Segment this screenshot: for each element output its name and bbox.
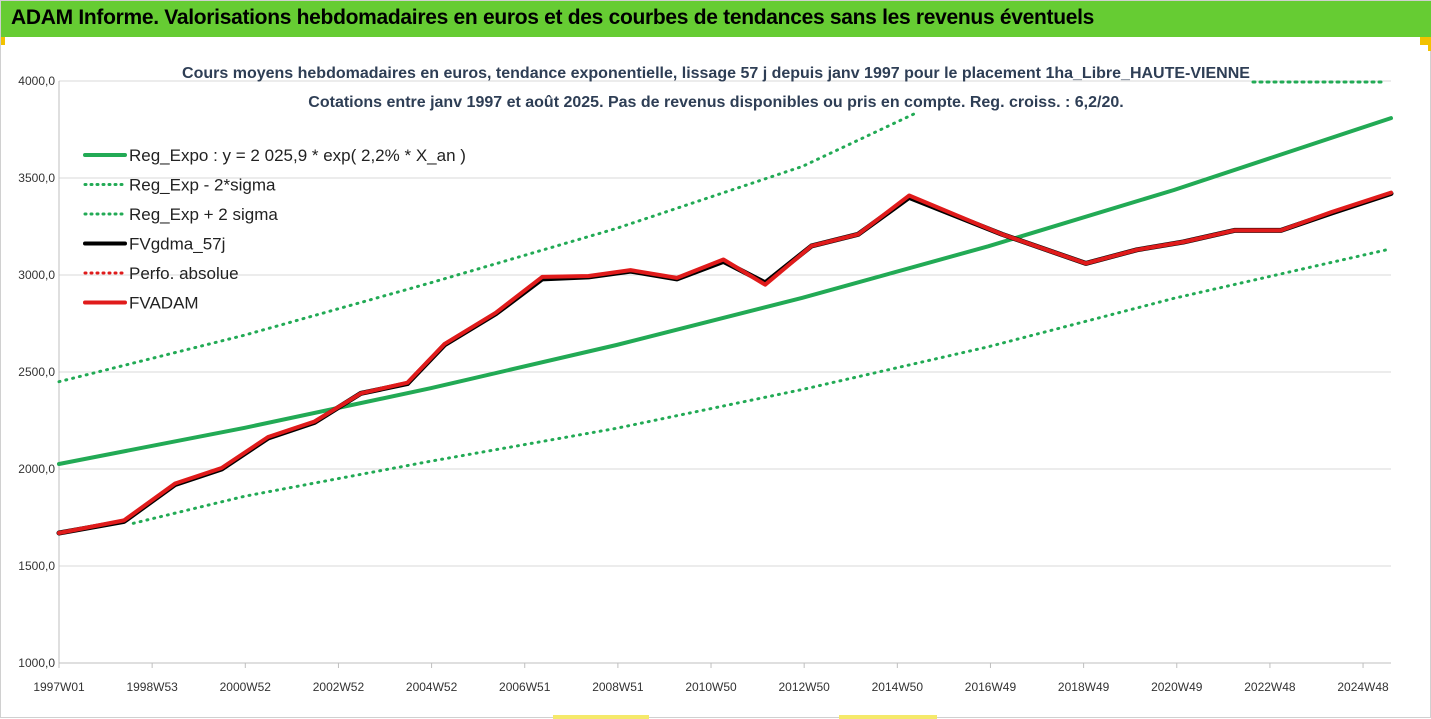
legend-label: Perfo. absolue — [129, 264, 239, 283]
series-line-3 — [56, 191, 1394, 536]
x-tick-label: 2018W49 — [1058, 680, 1110, 694]
bottom-highlight-left — [553, 715, 649, 719]
axes — [58, 81, 1391, 664]
x-tick-labels: 1997W01 1998W53 2000W52 2002W52 2004W52 2006W… — [33, 663, 1389, 694]
legend-label: Reg_Expo : y = 2 025,9 * exp( 2,2% * X_a… — [129, 146, 466, 165]
series — [56, 112, 1394, 536]
x-tick-label: 2006W51 — [499, 680, 551, 694]
chart-subtitle: Cotations entre janv 1997 et août 2025. … — [308, 94, 1123, 111]
x-tick-label: 2016W49 — [965, 680, 1017, 694]
x-tick-label: 2012W50 — [778, 680, 830, 694]
chart-title: Cours moyens hebdomadaires en euros, ten… — [182, 65, 1250, 82]
x-tick-label: 2010W50 — [685, 680, 737, 694]
legend: Reg_Expo : y = 2 025,9 * exp( 2,2% * X_a… — [83, 146, 466, 313]
grid — [59, 80, 1391, 664]
x-tick-label: 2000W52 — [220, 680, 272, 694]
header-banner: ADAM Informe. Valorisations hebdomadaire… — [1, 1, 1431, 37]
corner-marker-left — [1, 37, 5, 45]
x-tick-label: 1998W53 — [126, 680, 178, 694]
series-line-1 — [131, 247, 1393, 525]
series-line-5 — [57, 190, 1393, 535]
corner-marker-right-vertical — [1428, 37, 1431, 51]
x-tick-label: 1997W01 — [33, 680, 85, 694]
header-title: ADAM Informe. Valorisations hebdomadaire… — [11, 6, 1095, 29]
y-tick-label: 1000,0 — [18, 656, 55, 670]
legend-label: FVgdma_57j — [129, 235, 225, 254]
y-tick-label: 2500,0 — [18, 365, 55, 379]
series-line-0 — [57, 116, 1393, 466]
legend-label: Reg_Exp - 2*sigma — [129, 176, 276, 195]
legend-label: Reg_Exp + 2 sigma — [129, 205, 278, 224]
y-tick-label: 4000,0 — [18, 74, 55, 88]
x-tick-label: 2022W48 — [1244, 680, 1296, 694]
series-line-2 — [57, 112, 916, 384]
legend-label: FVADAM — [129, 294, 199, 313]
x-tick-label: 2008W51 — [592, 680, 644, 694]
x-tick-label: 2014W50 — [872, 680, 924, 694]
bottom-highlight-right — [839, 715, 937, 719]
y-tick-label: 2000,0 — [18, 462, 55, 476]
x-tick-label: 2020W49 — [1151, 680, 1203, 694]
y-tick-label: 3000,0 — [18, 268, 55, 282]
x-tick-label: 2024W48 — [1337, 680, 1389, 694]
x-tick-label: 2004W52 — [406, 680, 458, 694]
y-tick-label: 1500,0 — [18, 559, 55, 573]
corner-marker-right — [1420, 37, 1431, 45]
y-tick-labels: 1000,0 1500,0 2000,0 2500,0 3000,0 3500,0 4000… — [18, 74, 55, 670]
x-tick-label: 2002W52 — [313, 680, 365, 694]
y-tick-label: 3500,0 — [18, 171, 55, 185]
